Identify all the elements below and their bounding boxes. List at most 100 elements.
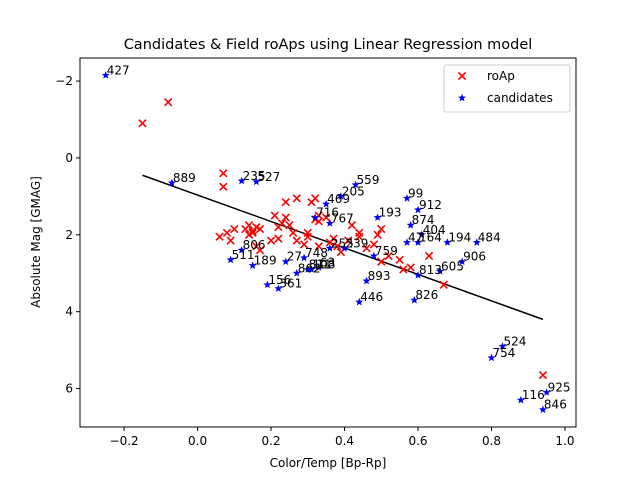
roap-point	[226, 236, 235, 245]
candidate-point	[436, 267, 445, 275]
x-tick-label: 0.4	[335, 434, 354, 448]
legend-candidates-label: candidates	[487, 91, 553, 105]
roap-point	[255, 224, 265, 234]
y-axis: −2 0 2 4 6	[55, 74, 80, 396]
candidate-label: 906	[463, 250, 486, 264]
roap-point	[538, 370, 548, 380]
y-tick-label: 4	[65, 305, 73, 319]
candidate-label: 767	[331, 211, 354, 225]
candidate-point	[414, 238, 423, 246]
x-tick-label: 0.0	[188, 434, 207, 448]
x-tick-label: −0.2	[110, 434, 139, 448]
candidate-label: 189	[254, 254, 277, 268]
candidate-point	[406, 221, 415, 229]
candidate-label: 759	[375, 244, 398, 258]
x-axis: −0.2 0.0 0.2 0.4 0.6 0.8 1.0	[110, 427, 575, 448]
candidate-label: 255	[331, 236, 354, 250]
candidate-point	[307, 265, 316, 273]
candidate-label: 889	[173, 171, 196, 185]
x-tick-label: 1.0	[555, 434, 574, 448]
candidate-label: 156	[268, 273, 291, 287]
y-tick-label: 2	[65, 228, 73, 242]
candidate-point	[538, 405, 547, 414]
candidate-point	[101, 71, 110, 79]
candidate-label: 27	[287, 250, 302, 264]
roap-point	[333, 242, 342, 251]
candidate-label: 874	[412, 213, 435, 227]
candidate-label: 205	[342, 184, 365, 198]
candidate-point	[336, 192, 345, 200]
roap-point	[230, 224, 239, 234]
candidate-label: 559	[357, 173, 380, 187]
roap-point	[266, 236, 276, 245]
roap-point	[281, 213, 290, 222]
candidate-label: 427	[107, 63, 130, 77]
candidate-point	[542, 388, 551, 396]
roap-point	[219, 182, 228, 191]
candidate-label: 99	[408, 186, 423, 200]
candidate-label: 806	[243, 238, 266, 252]
roap-point	[347, 221, 357, 230]
roap-point	[299, 240, 309, 249]
candidate-point	[472, 238, 481, 246]
roap-point	[281, 197, 290, 207]
roap-point	[399, 265, 408, 274]
candidate-point	[167, 178, 176, 187]
candidate-point	[487, 353, 496, 362]
candidate-label: 912	[419, 198, 442, 212]
candidate-point	[355, 297, 364, 306]
candidate-point	[292, 269, 301, 277]
candidate-label: 511	[232, 248, 255, 262]
candidate-label: 716	[316, 206, 339, 220]
roap-point	[270, 211, 279, 220]
y-tick-label: 0	[65, 151, 73, 165]
y-axis-label: Absolute Mag [GMAG]	[29, 176, 43, 308]
roap-point	[395, 255, 404, 264]
candidate-label: 813	[419, 263, 442, 277]
candidate-point	[325, 244, 334, 252]
candidate-point	[362, 276, 371, 285]
candidate-label: 748	[305, 246, 328, 260]
candidate-point	[237, 245, 246, 254]
roap-point	[344, 236, 353, 245]
candidate-label: 47	[408, 231, 423, 245]
candidate-point	[322, 199, 331, 208]
candidate-point	[252, 177, 261, 186]
roap-point	[292, 236, 301, 245]
candidate-point	[498, 342, 507, 350]
roap-point	[285, 221, 294, 230]
roap-point	[274, 234, 283, 243]
candidate-point	[443, 238, 452, 246]
candidate-point	[351, 180, 360, 189]
roap-point	[277, 219, 287, 228]
legend-roap-marker	[457, 71, 467, 81]
roap-point	[164, 98, 173, 107]
x-tick-label: 0.8	[482, 434, 501, 448]
roap-point	[369, 240, 379, 249]
roap-points-layer	[138, 98, 548, 380]
candidate-point	[410, 295, 419, 304]
candidate-label: 164	[419, 231, 442, 245]
roap-point	[406, 263, 415, 272]
legend: roAp candidates	[443, 64, 571, 113]
roap-point	[292, 194, 301, 203]
plot-frame	[79, 57, 577, 428]
roap-point	[303, 232, 312, 241]
roap-point	[215, 232, 224, 241]
roap-point	[222, 228, 232, 238]
roap-point	[377, 257, 386, 266]
candidate-label: 194	[448, 231, 471, 245]
candidate-point	[281, 257, 290, 266]
legend-candidates-marker	[458, 93, 466, 102]
candidate-point	[311, 213, 320, 221]
candidate-point	[414, 270, 423, 279]
candidate-point	[340, 244, 349, 252]
candidate-point	[263, 280, 272, 289]
candidate-label: 605	[441, 259, 464, 273]
candidate-point	[248, 261, 257, 269]
roap-point	[219, 169, 228, 178]
roap-point	[329, 234, 338, 243]
candidate-label: 193	[379, 206, 402, 220]
